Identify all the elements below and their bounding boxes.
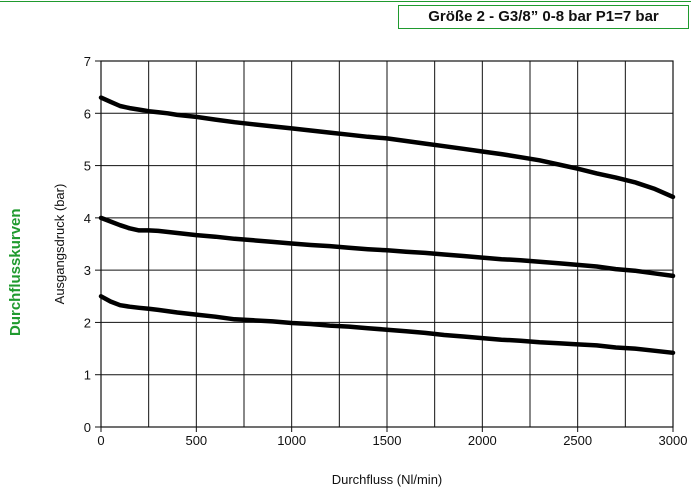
series-line-3	[98, 294, 676, 356]
y-tick-label: 4	[84, 211, 91, 226]
x-tick-label: 1500	[373, 433, 402, 448]
y-tick-label: 2	[84, 315, 91, 330]
top-rule	[0, 1, 691, 2]
y-tick-label: 7	[84, 54, 91, 69]
x-tick-label: 2500	[563, 433, 592, 448]
x-tick-label: 1000	[277, 433, 306, 448]
x-tick-label: 3000	[659, 433, 688, 448]
series-line-1	[98, 95, 676, 200]
series-line-2	[98, 215, 676, 279]
y-tick-label: 5	[84, 159, 91, 174]
x-tick-label: 2000	[468, 433, 497, 448]
x-tick-label: 500	[185, 433, 207, 448]
y-axis-label: Ausgangsdruck (bar)	[52, 184, 67, 305]
size-header-box: Größe 2 - G3/8” 0-8 bar P1=7 bar	[398, 5, 689, 29]
x-axis-label: Durchfluss (Nl/min)	[332, 472, 443, 487]
x-tick-label: 0	[97, 433, 104, 448]
y-tick-label: 0	[84, 420, 91, 435]
y-tick-label: 6	[84, 106, 91, 121]
y-tick-label: 1	[84, 368, 91, 383]
y-tick-label: 3	[84, 263, 91, 278]
